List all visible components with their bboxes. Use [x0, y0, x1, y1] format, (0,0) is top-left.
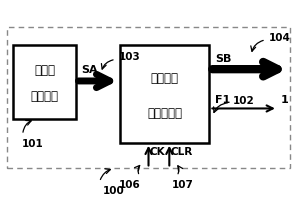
Text: 101: 101 [22, 139, 44, 149]
Text: 102: 102 [233, 96, 255, 106]
Text: 107: 107 [172, 180, 194, 190]
Text: 信息存储: 信息存储 [151, 72, 179, 85]
Text: SA: SA [81, 65, 98, 75]
Text: 104: 104 [269, 33, 291, 43]
Bar [7, 27, 290, 168]
Text: F1: F1 [215, 95, 231, 105]
Text: 106: 106 [118, 180, 140, 190]
Text: 与输出电路: 与输出电路 [147, 107, 182, 120]
Text: 103: 103 [119, 52, 140, 62]
Bar [13, 45, 76, 119]
Text: 1: 1 [281, 95, 289, 105]
Bar [120, 45, 209, 143]
Text: 微裂纹: 微裂纹 [34, 64, 55, 77]
Text: 100: 100 [102, 186, 124, 196]
Text: CLR: CLR [171, 147, 193, 157]
Text: 敏感电路: 敏感电路 [31, 90, 58, 103]
Text: SB: SB [215, 54, 232, 64]
Text: CK: CK [150, 147, 166, 157]
